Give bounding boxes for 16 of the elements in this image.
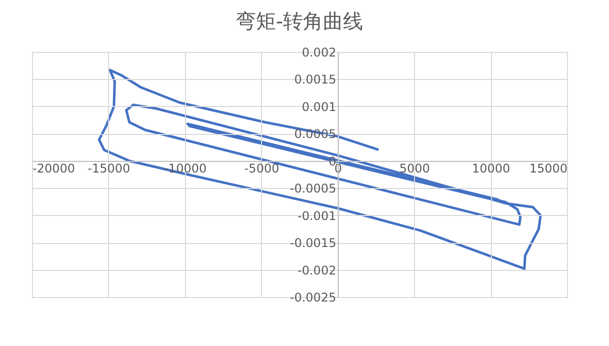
y-tick-label: -0.0025 <box>290 290 336 304</box>
y-tick-label: 0.0015 <box>294 72 336 87</box>
x-tick-label: 10000 <box>472 161 510 176</box>
x-tick-label: 5000 <box>399 161 430 176</box>
y-tick-label: -0.0005 <box>290 182 336 196</box>
y-tick-label: -0.001 <box>298 208 336 223</box>
x-tick-label: 15000 <box>529 161 568 176</box>
chart-title: 弯矩-转角曲线 <box>236 9 364 33</box>
x-tick-label: -10000 <box>164 161 207 176</box>
x-tick-label: -5000 <box>244 161 280 176</box>
y-tick-label: 0.001 <box>302 100 336 114</box>
x-tick-label: -15000 <box>88 161 130 176</box>
y-tick-label: 0.002 <box>302 46 336 60</box>
y-tick-label: -0.0015 <box>290 236 336 250</box>
x-tick-label: -20000 <box>32 161 76 176</box>
y-tick-label: -0.002 <box>298 263 336 278</box>
